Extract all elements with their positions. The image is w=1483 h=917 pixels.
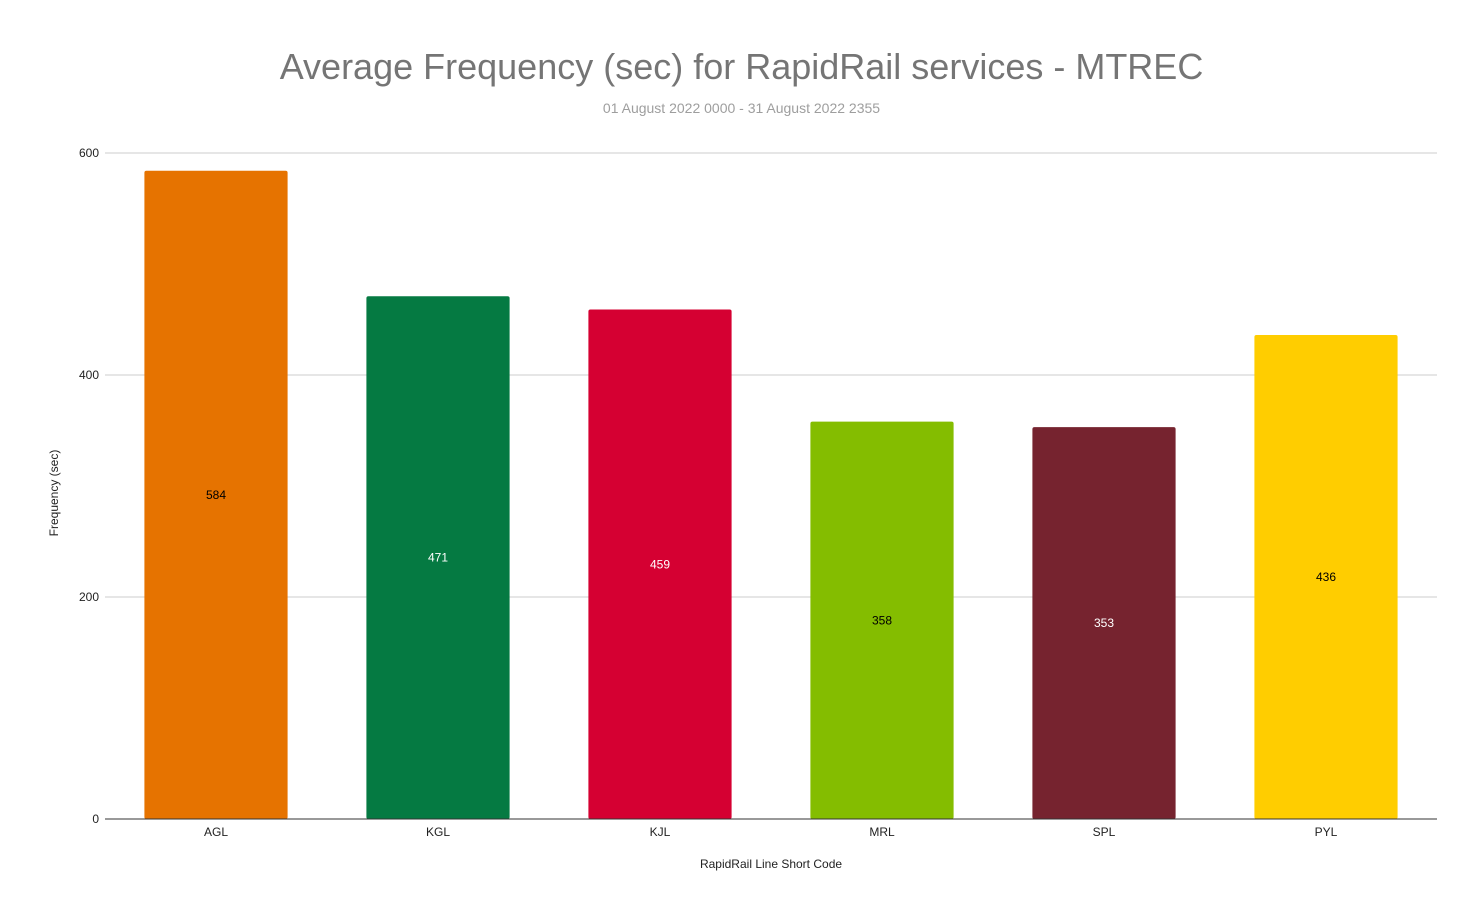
data-label-agl: 584 <box>206 488 226 502</box>
x-axis-label: RapidRail Line Short Code <box>700 857 842 871</box>
bar-kjl <box>588 309 732 819</box>
x-tick-label: KJL <box>650 825 671 839</box>
bar-kgl <box>366 296 510 819</box>
y-axis-ticks: 0 200 400 600 <box>79 146 99 826</box>
x-axis-ticks: AGL KGL KJL MRL SPL PYL <box>204 825 1338 839</box>
gridlines <box>105 152 1437 598</box>
x-tick-label: SPL <box>1093 825 1116 839</box>
bars <box>144 170 1398 819</box>
data-label-kjl: 459 <box>650 557 670 571</box>
x-tick-label: AGL <box>204 825 228 839</box>
x-tick-label: PYL <box>1315 825 1338 839</box>
x-tick-label: KGL <box>426 825 450 839</box>
y-axis-label: Frequency (sec) <box>47 450 61 537</box>
y-tick-label: 0 <box>92 812 99 826</box>
y-tick-label: 400 <box>79 368 99 382</box>
y-tick-label: 200 <box>79 590 99 604</box>
bar-pyl <box>1254 335 1398 819</box>
y-tick-label: 600 <box>79 146 99 160</box>
bar-mrl <box>810 421 954 819</box>
data-label-kgl: 471 <box>428 551 448 565</box>
data-label-spl: 353 <box>1094 616 1114 630</box>
data-labels: 584 471 459 358 353 436 <box>206 488 1336 630</box>
bar-spl <box>1032 427 1176 819</box>
data-label-pyl: 436 <box>1316 570 1336 584</box>
data-label-mrl: 358 <box>872 613 892 627</box>
chart-subtitle: 01 August 2022 0000 - 31 August 2022 235… <box>603 100 880 116</box>
x-tick-label: MRL <box>869 825 895 839</box>
chart-title: Average Frequency (sec) for RapidRail se… <box>280 46 1204 87</box>
bar-agl <box>144 170 288 819</box>
